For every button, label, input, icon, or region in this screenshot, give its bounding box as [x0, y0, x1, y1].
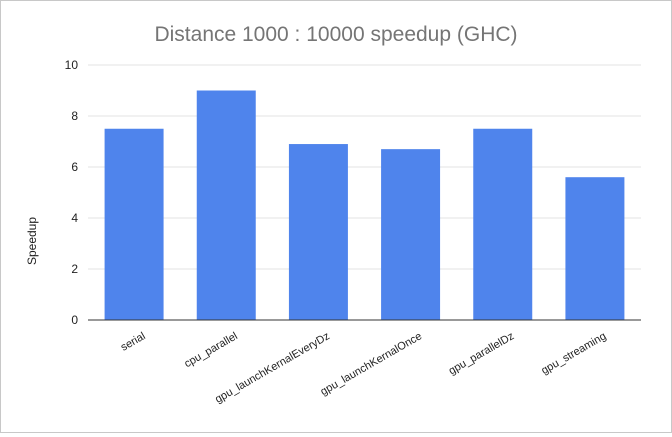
bar-serial — [104, 128, 164, 320]
y-tick-labels: 0 2 4 6 8 10 — [65, 58, 79, 327]
x-tick-label: cpu_parallel — [182, 330, 239, 370]
bar-gpu-streaming — [565, 177, 625, 320]
x-tick-label: gpu_parallelDz — [447, 330, 517, 377]
chart-title: Distance 1000 : 10000 speedup (GHC) — [154, 23, 517, 46]
y-tick-label: 4 — [71, 211, 78, 225]
y-tick-label: 10 — [65, 58, 79, 72]
bars — [104, 90, 625, 320]
y-tick-label: 8 — [71, 109, 78, 123]
x-tick-label: serial — [119, 330, 148, 354]
y-tick-label: 6 — [71, 160, 78, 174]
gridlines — [88, 64, 641, 270]
x-tick-labels: serial cpu_parallelgpu_launchKernalEveryD… — [119, 330, 609, 406]
bar-gpu-launchkernaleverydz — [288, 144, 348, 320]
y-tick-label: 0 — [71, 313, 78, 327]
x-tick-label: gpu_streaming — [539, 330, 608, 377]
bar-gpu-paralleldz — [473, 128, 533, 320]
bar-gpu-launchkernalonce — [381, 149, 441, 320]
y-axis-label: Speedup — [25, 217, 39, 265]
bar-cpu-parallel — [196, 90, 256, 320]
x-tick-label: gpu_launchKernalOnce — [319, 330, 425, 398]
y-tick-label: 2 — [71, 262, 78, 276]
